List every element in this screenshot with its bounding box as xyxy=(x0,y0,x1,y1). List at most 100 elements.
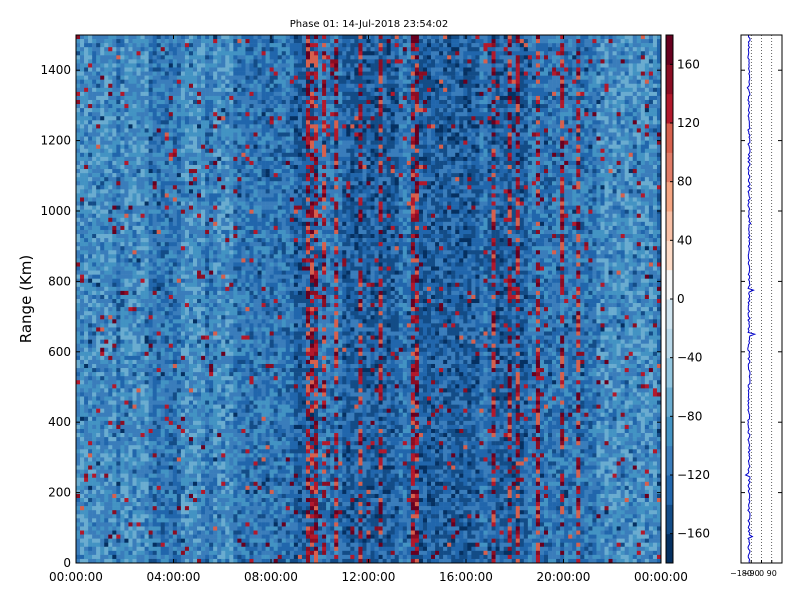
heatmap-cell xyxy=(168,428,174,434)
heatmap-cell xyxy=(205,274,210,279)
heatmap-cell xyxy=(152,502,157,507)
heatmap-cell xyxy=(100,189,105,194)
heatmap-cell xyxy=(160,473,166,479)
heatmap-cell xyxy=(176,67,182,72)
heatmap-cell xyxy=(180,331,186,336)
heatmap-cell xyxy=(188,303,194,308)
heatmap-cell xyxy=(112,522,117,527)
heatmap-cell xyxy=(92,35,97,40)
heatmap-cell xyxy=(100,514,105,519)
heatmap-cell xyxy=(225,372,230,377)
heatmap-cell xyxy=(108,294,113,300)
heatmap-cell xyxy=(120,299,125,304)
heatmap-cell xyxy=(124,221,129,227)
heatmap-cell xyxy=(221,250,226,255)
heatmap-cell xyxy=(116,67,121,72)
heatmap-cell xyxy=(128,498,133,503)
heatmap-cell xyxy=(136,327,141,332)
heatmap-cell xyxy=(188,469,194,474)
heatmap-cell xyxy=(156,493,162,499)
heatmap-cell xyxy=(128,392,133,397)
heatmap-cell xyxy=(136,83,141,89)
heatmap-cell xyxy=(221,282,226,288)
heatmap-cell xyxy=(197,506,202,511)
heatmap-cell xyxy=(164,258,170,263)
heatmap-cell xyxy=(221,526,226,531)
heatmap-cell xyxy=(225,35,230,40)
heatmap-cell xyxy=(132,441,137,446)
heatmap-cell xyxy=(188,197,194,202)
heatmap-cell xyxy=(180,108,186,113)
heatmap-cell xyxy=(124,185,129,190)
heatmap-cell xyxy=(148,404,153,409)
heatmap-cell xyxy=(156,392,162,397)
heatmap-cell xyxy=(76,270,81,275)
heatmap-cell xyxy=(128,201,133,206)
heatmap-cell xyxy=(132,388,137,393)
heatmap-cell xyxy=(209,270,214,275)
heatmap-cell xyxy=(193,246,198,251)
heatmap-cell xyxy=(172,347,178,353)
heatmap-cell xyxy=(201,282,206,288)
heatmap-cell xyxy=(197,144,202,150)
heatmap-cell xyxy=(176,319,182,324)
heatmap-cell xyxy=(217,104,222,109)
heatmap-cell xyxy=(96,148,101,154)
heatmap-cell xyxy=(225,274,230,279)
heatmap-cell xyxy=(168,116,174,121)
heatmap-cell xyxy=(80,59,85,64)
heatmap-cell xyxy=(84,229,89,235)
heatmap-cell xyxy=(168,372,174,377)
heatmap-cell xyxy=(84,307,89,312)
heatmap-cell xyxy=(176,164,182,170)
heatmap-cell xyxy=(132,140,137,145)
heatmap-cell xyxy=(221,408,226,414)
heatmap-cell xyxy=(180,363,186,369)
heatmap-cell xyxy=(120,363,125,369)
heatmap-cell xyxy=(156,315,162,320)
heatmap-cell xyxy=(140,522,145,527)
heatmap-cell xyxy=(116,294,121,300)
heatmap-cell xyxy=(217,156,222,162)
heatmap-cell xyxy=(112,327,117,332)
heatmap-cell xyxy=(217,457,222,462)
heatmap-cell xyxy=(197,481,202,487)
heatmap-cell xyxy=(84,234,89,239)
heatmap-cell xyxy=(140,355,145,361)
heatmap-cell xyxy=(188,554,194,560)
heatmap-cell xyxy=(168,400,174,405)
heatmap-cell xyxy=(80,404,85,409)
heatmap-cell xyxy=(116,514,121,519)
heatmap-cell xyxy=(221,506,226,511)
heatmap-cell xyxy=(176,286,182,292)
heatmap-cell xyxy=(152,201,157,206)
heatmap-cell xyxy=(100,506,105,511)
heatmap-cell xyxy=(136,433,141,438)
heatmap-cell xyxy=(124,55,129,60)
heatmap-cell xyxy=(176,323,182,328)
heatmap-cell xyxy=(164,481,170,487)
heatmap-cell xyxy=(188,181,194,186)
heatmap-cell xyxy=(197,262,202,267)
heatmap-cell xyxy=(225,160,230,166)
heatmap-cell xyxy=(116,315,121,320)
heatmap-cell xyxy=(156,164,162,170)
heatmap-cell xyxy=(172,169,178,174)
heatmap-cell xyxy=(76,554,81,560)
heatmap-cell xyxy=(92,197,97,202)
heatmap-cell xyxy=(197,278,202,284)
heatmap-cell xyxy=(144,234,149,239)
heatmap-cell xyxy=(213,246,218,251)
heatmap-cell xyxy=(132,95,137,101)
heatmap-cell xyxy=(213,290,218,296)
heatmap-cell xyxy=(160,87,166,93)
heatmap-cell xyxy=(188,319,194,324)
heatmap-cell xyxy=(84,376,89,381)
heatmap-cell xyxy=(108,441,113,446)
heatmap-cell xyxy=(160,392,166,397)
heatmap-cell xyxy=(156,420,162,426)
heatmap-cell xyxy=(128,372,133,377)
heatmap-cell xyxy=(209,327,214,332)
heatmap-cell xyxy=(100,262,105,267)
heatmap-cell xyxy=(184,477,190,483)
